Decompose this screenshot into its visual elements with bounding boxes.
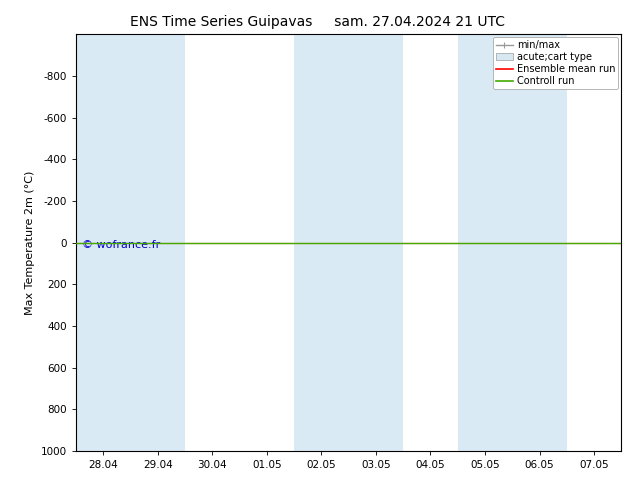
Bar [294,34,349,451]
Text: © wofrance.fr: © wofrance.fr [82,241,160,250]
Text: ENS Time Series Guipavas     sam. 27.04.2024 21 UTC: ENS Time Series Guipavas sam. 27.04.2024… [129,15,505,29]
Bar [349,34,403,451]
Bar [131,34,185,451]
Bar [512,34,567,451]
Bar [458,34,512,451]
Y-axis label: Max Temperature 2m (°C): Max Temperature 2m (°C) [25,171,36,315]
Legend: min/max, acute;cart type, Ensemble mean run, Controll run: min/max, acute;cart type, Ensemble mean … [493,37,618,89]
Bar [76,34,131,451]
